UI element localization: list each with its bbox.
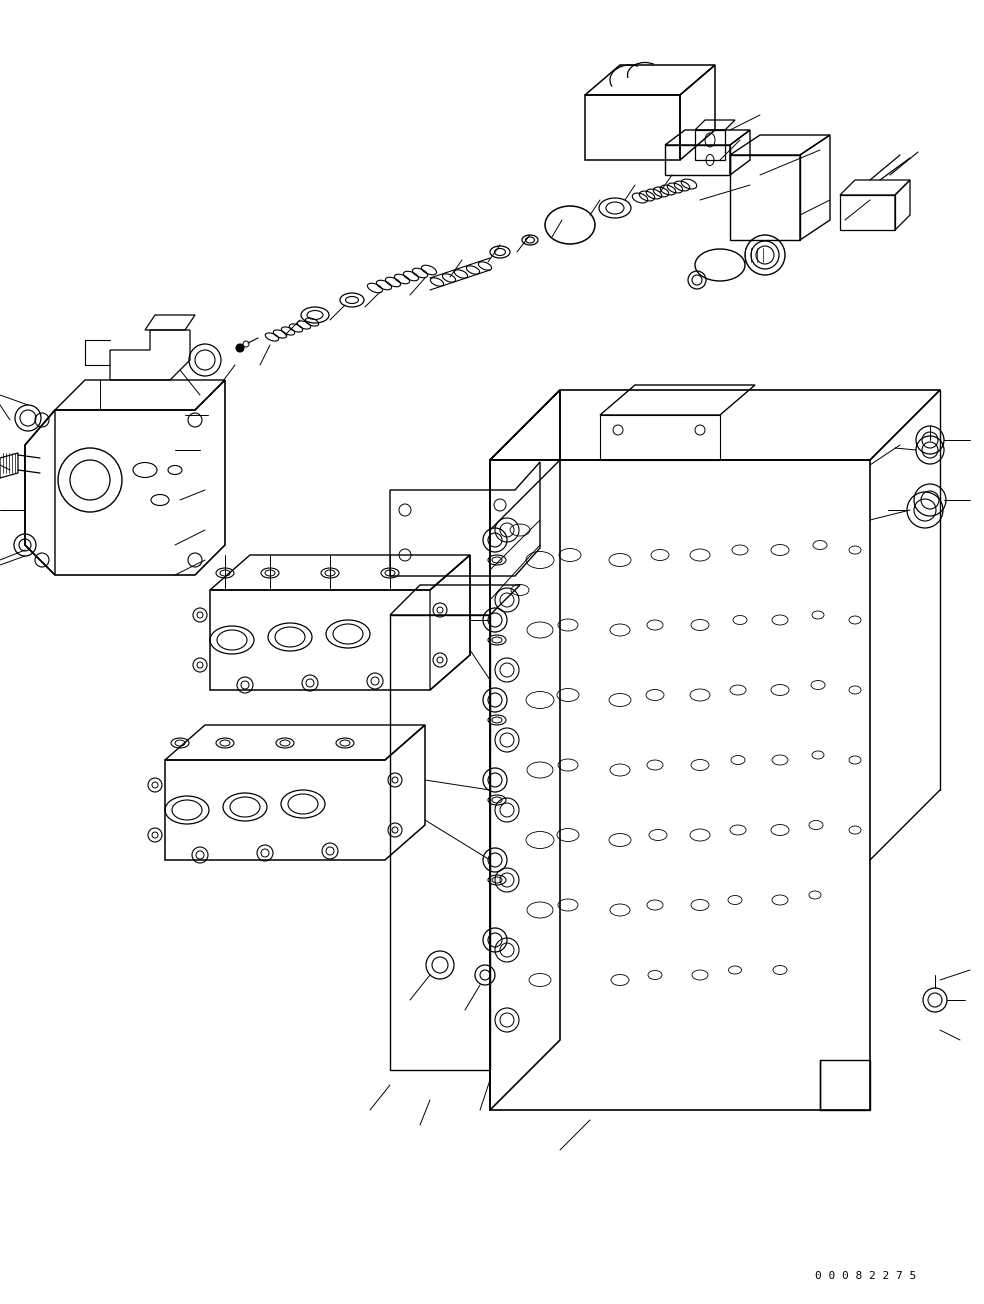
Text: 0 0 0 8 2 2 7 5: 0 0 0 8 2 2 7 5 bbox=[816, 1270, 916, 1281]
Circle shape bbox=[236, 344, 244, 352]
